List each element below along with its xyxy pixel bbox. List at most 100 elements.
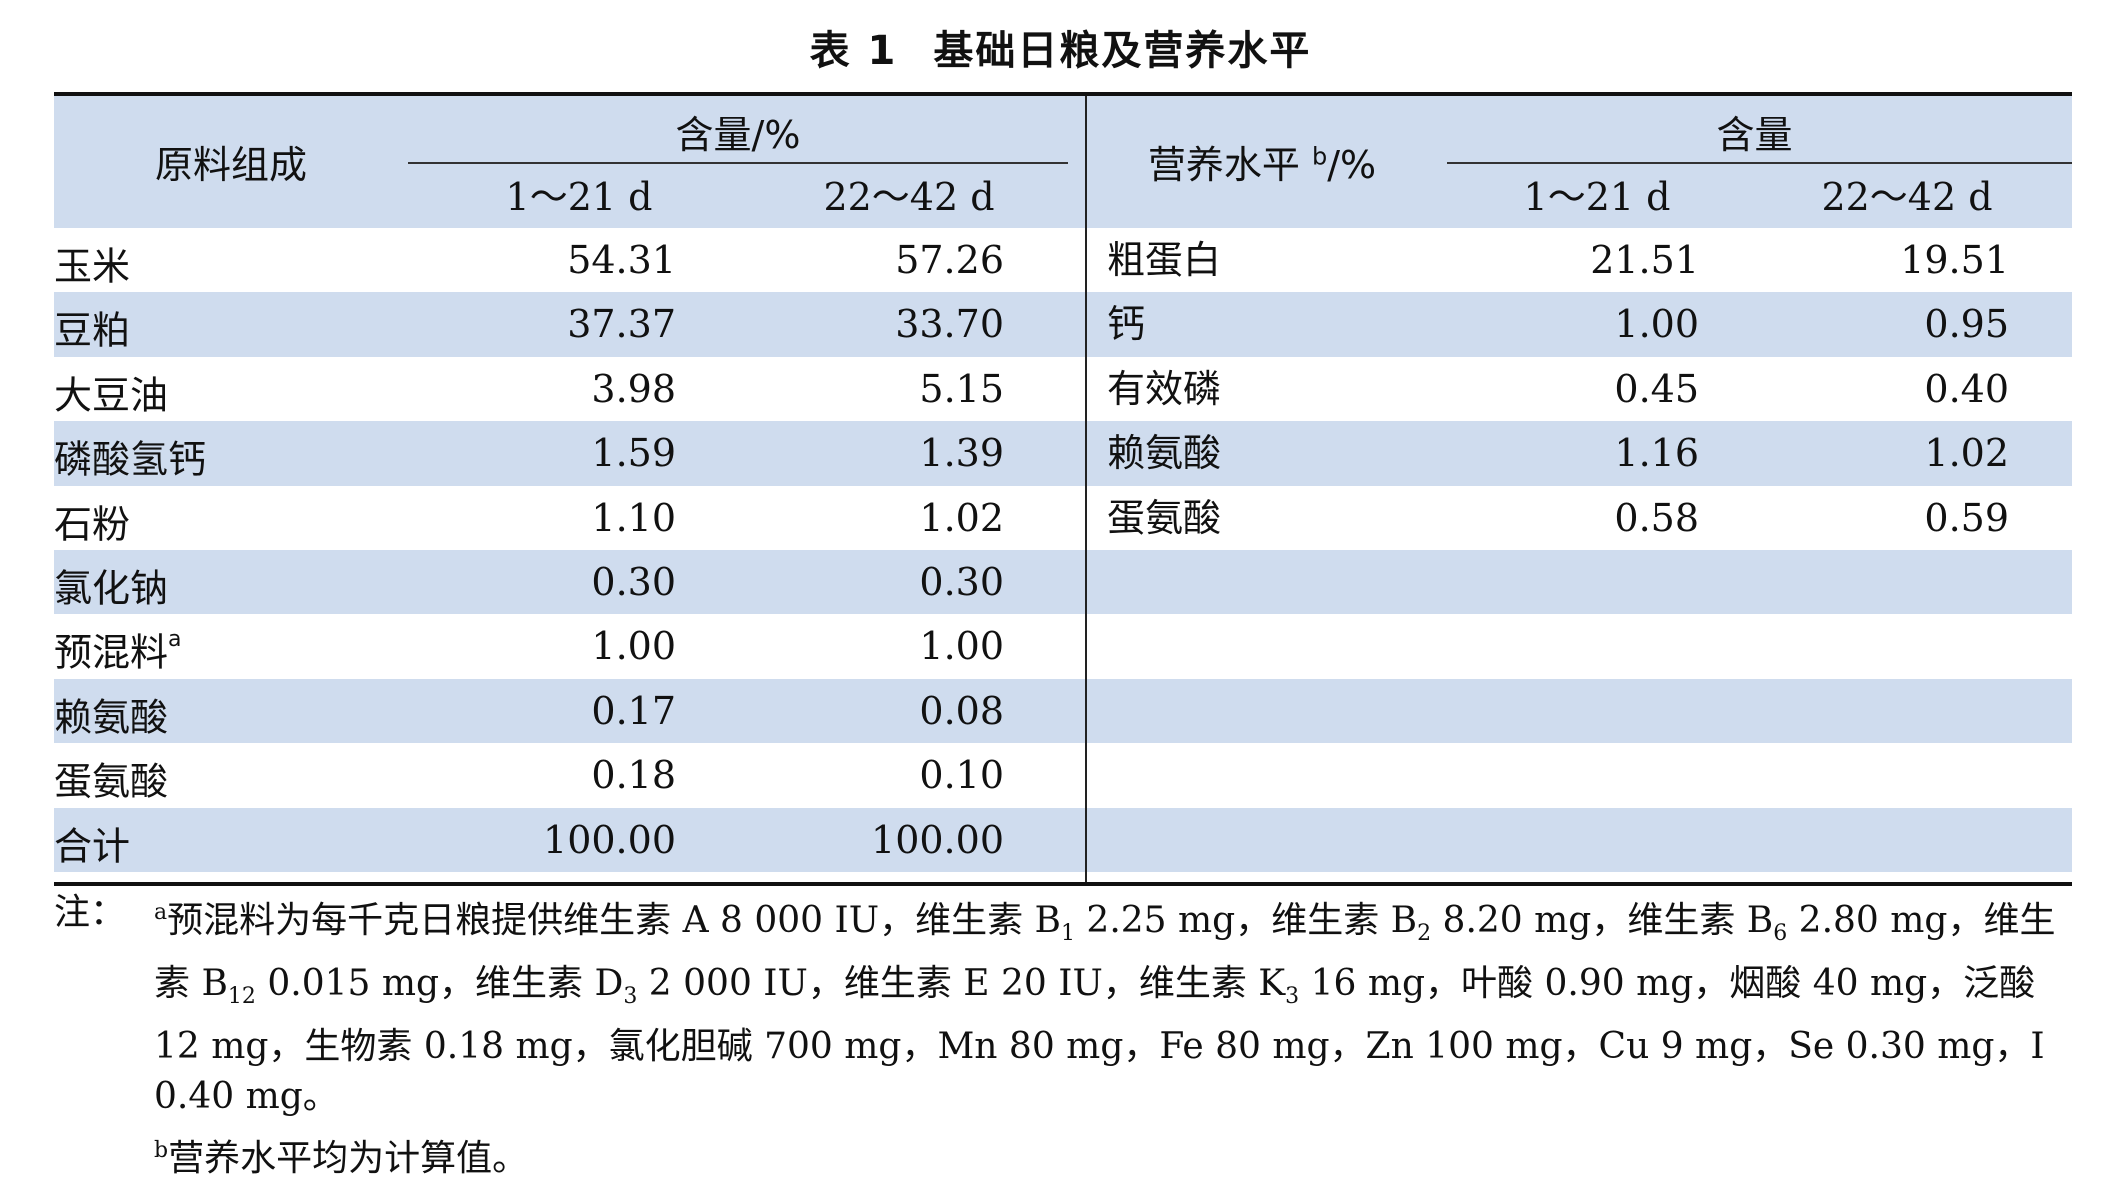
value-22-42d: 0.59 [1924, 495, 2009, 540]
table-row [1087, 614, 2072, 678]
value-22-42d: 5.15 [919, 366, 1004, 411]
value-1-21d: 1.00 [591, 624, 676, 669]
value-1-21d: 0.17 [591, 688, 676, 733]
nutrient-row-header-text: 营养水平 [1147, 143, 1300, 187]
footnote-a-text: 0.015 mg，维生素 D [255, 963, 624, 1005]
notes-label: 注： [54, 892, 127, 933]
table-row: 磷酸氢钙 1.59 1.39 [54, 421, 1085, 486]
table-row [1087, 743, 2072, 807]
value-1-21d [1487, 808, 1699, 872]
value-22-42d [1787, 550, 2009, 614]
ingredient-label: 磷酸氢钙 [54, 421, 206, 485]
notes-body: a预混料为每千克日粮提供维生素 A 8 000 IU，维生素 B1 2.25 m… [154, 888, 2072, 1184]
ingredient-name: 预混料 [54, 631, 169, 675]
diet-table: 原料组成 含量/% 1～21 d 22～42 d 玉米 54.31 57.26 豆粕 3… [54, 92, 2072, 886]
footnote-a-mark: a [154, 900, 168, 925]
value-22-42d [1787, 743, 2009, 807]
nutrient-section: 营养水平 b/% 含量 1～21 d 22～42 d 粗蛋白 21.51 19.51… [1087, 96, 2072, 872]
nutrient-row-header: 营养水平 b/% [1087, 134, 1437, 189]
nutrient-group-header: 含量 [1716, 113, 1793, 157]
value-22-42d: 1.02 [1924, 431, 2009, 476]
value-22-42d: 100.00 [871, 817, 1004, 862]
value-1-21d [1487, 550, 1699, 614]
table-row: 蛋氨酸 0.58 0.59 [1087, 486, 2072, 550]
ingredient-subheader-2: 22～42 d [823, 175, 995, 219]
ingredient-label: 氯化钠 [54, 550, 168, 614]
footnote-a-subscript: 3 [1285, 984, 1300, 1010]
footnote-b-mark: b [154, 1138, 169, 1164]
table-row: 豆粕 37.37 33.70 [54, 292, 1085, 357]
value-22-42d: 0.40 [1924, 366, 2009, 411]
value-22-42d: 0.10 [919, 753, 1004, 798]
footnote-a-text: 2.80 mg，维生素 B [154, 900, 2056, 1005]
value-1-21d: 0.18 [591, 753, 676, 798]
value-1-21d [1487, 614, 1699, 678]
value-1-21d: 1.00 [1614, 302, 1699, 347]
group-underline [1447, 162, 2072, 164]
value-1-21d: 0.45 [1614, 366, 1699, 411]
ingredient-rows: 玉米 54.31 57.26 豆粕 37.37 33.70 大豆油 3.98 5.15 磷酸氢钙 1… [54, 228, 1085, 872]
value-1-21d: 1.16 [1614, 431, 1699, 476]
nutrient-header: 营养水平 b/% 含量 1～21 d 22～42 d [1087, 96, 2072, 228]
ingredient-label: 合计 [54, 808, 130, 872]
ingredient-label: 大豆油 [54, 357, 168, 421]
value-1-21d: 0.30 [591, 559, 676, 604]
table-row: 蛋氨酸 0.18 0.10 [54, 743, 1085, 807]
value-22-42d: 0.95 [1924, 302, 2009, 347]
table-row: 石粉 1.10 1.02 [54, 486, 1085, 550]
value-22-42d: 57.26 [895, 238, 1004, 282]
table-row: 玉米 54.31 57.26 [54, 228, 1085, 292]
ingredient-label: 赖氨酸 [54, 679, 168, 743]
value-1-21d: 100.00 [543, 817, 676, 862]
footnote-a-subscript: 2 [1417, 921, 1432, 947]
footnote-a-text: 16 mg，叶酸 0.90 mg，烟酸 40 mg，泛酸 12 mg，生物素 0… [154, 963, 2045, 1118]
nutrient-label: 钙 [1107, 302, 1146, 347]
table-row [1087, 678, 2072, 744]
value-1-21d: 3.98 [591, 366, 676, 411]
value-1-21d: 21.51 [1590, 238, 1699, 282]
value-22-42d [1787, 679, 2009, 743]
footnote-a-subscript: 3 [623, 984, 638, 1010]
ingredient-label: 预混料a [54, 614, 182, 678]
value-22-42d: 1.39 [919, 431, 1004, 476]
page: 表 1 基础日粮及营养水平 原料组成 含量/% 1～21 d 22～42 d 玉米… [0, 18, 2121, 1179]
table-row [1087, 807, 2072, 872]
footnote-a-subscript: 1 [1060, 921, 1075, 947]
table-row [1087, 549, 2072, 615]
value-22-42d: 0.30 [919, 559, 1004, 604]
nutrient-footnote-mark: b [1311, 142, 1328, 171]
table-row: 赖氨酸 0.17 0.08 [54, 678, 1085, 744]
table-row: 合计 100.00 100.00 [54, 807, 1085, 872]
footnote-b: b营养水平均为计算值。 [154, 1126, 2072, 1184]
footnote-a-subscript: 12 [227, 984, 256, 1010]
value-22-42d [1787, 614, 2009, 678]
value-22-42d [1787, 808, 2009, 872]
value-22-42d: 1.02 [919, 495, 1004, 540]
value-1-21d [1487, 679, 1699, 743]
ingredient-name: 磷酸氢钙 [54, 437, 207, 482]
ingredient-label: 石粉 [54, 486, 130, 550]
ingredient-label: 蛋氨酸 [54, 743, 168, 807]
table-title: 表 1 基础日粮及营养水平 [0, 18, 2121, 76]
footnote-b-text: 营养水平均为计算值。 [168, 1138, 529, 1180]
table-row: 粗蛋白 21.51 19.51 [1087, 228, 2072, 292]
column-divider [1085, 96, 1087, 882]
ingredient-section: 原料组成 含量/% 1～21 d 22～42 d 玉米 54.31 57.26 豆粕 3… [54, 96, 1085, 872]
value-1-21d: 37.37 [567, 302, 676, 347]
footnote-a-text: 预混料为每千克日粮提供维生素 A 8 000 IU，维生素 B [167, 900, 1061, 941]
value-22-42d: 1.00 [919, 624, 1004, 669]
nutrient-rows: 粗蛋白 21.51 19.51 钙 1.00 0.95 有效磷 0.45 0.40 赖氨酸 1.16… [1087, 228, 2072, 872]
value-1-21d [1487, 743, 1699, 807]
ingredient-label: 豆粕 [54, 292, 130, 356]
nutrient-label: 有效磷 [1107, 366, 1222, 411]
ingredient-name: 大豆油 [54, 373, 169, 418]
value-1-21d: 1.59 [591, 431, 676, 476]
nutrient-row-header-unit: /% [1327, 143, 1377, 187]
table-number: 表 1 [809, 28, 898, 74]
table-row: 大豆油 3.98 5.15 [54, 357, 1085, 421]
footnote-a-text: 8.20 mg，维生素 B [1431, 900, 1774, 941]
value-1-21d: 1.10 [591, 495, 676, 540]
ingredient-name: 玉米 [54, 244, 131, 289]
ingredient-group-header: 含量/% [675, 113, 801, 157]
ingredient-name: 石粉 [54, 502, 131, 547]
